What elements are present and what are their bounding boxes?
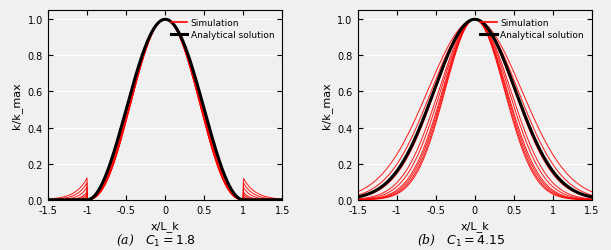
Y-axis label: k/k_max: k/k_max — [321, 82, 332, 129]
Text: (a)   $C_1 = 1.8$: (a) $C_1 = 1.8$ — [116, 232, 196, 248]
X-axis label: x/L_k: x/L_k — [461, 220, 489, 231]
Legend: Simulation, Analytical solution: Simulation, Analytical solution — [167, 16, 278, 44]
Legend: Simulation, Analytical solution: Simulation, Analytical solution — [477, 16, 588, 44]
Y-axis label: k/k_max: k/k_max — [11, 82, 22, 129]
X-axis label: x/L_k: x/L_k — [151, 220, 180, 231]
Text: (b)   $C_1 = 4.15$: (b) $C_1 = 4.15$ — [417, 232, 505, 248]
